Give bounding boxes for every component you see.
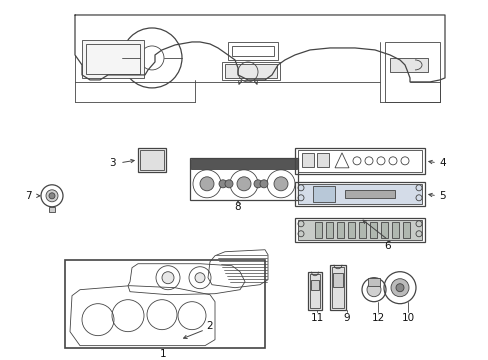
Bar [224,64,276,78]
Bar [310,280,318,290]
Text: 11: 11 [310,313,323,323]
Bar [316,153,328,167]
Text: 8: 8 [234,202,241,212]
Bar [402,222,409,238]
Bar [384,42,439,102]
Circle shape [162,272,174,284]
Bar [191,159,296,169]
Circle shape [219,180,226,188]
Bar [307,272,321,310]
Circle shape [49,193,55,199]
Bar [190,158,297,200]
Bar [369,222,376,238]
Bar [222,62,280,80]
Circle shape [237,177,250,191]
Text: 9: 9 [343,313,349,323]
Bar [138,148,165,172]
Text: 10: 10 [401,313,414,323]
Circle shape [195,273,204,283]
Bar [309,274,319,308]
Text: 5: 5 [439,191,446,201]
Bar [331,267,343,308]
Bar [325,222,332,238]
Bar [380,222,387,238]
Circle shape [366,283,380,297]
Bar [347,222,354,238]
Bar [140,150,163,170]
Bar [345,190,394,198]
Bar [294,148,424,174]
Bar [389,58,427,72]
Bar [391,222,398,238]
Bar [297,150,421,172]
Bar [227,42,278,60]
Bar [49,207,55,212]
Bar [65,260,264,348]
Circle shape [260,180,267,188]
Circle shape [224,180,232,188]
Text: 12: 12 [370,313,384,323]
Circle shape [273,177,287,191]
Circle shape [390,279,408,297]
Bar [332,273,342,287]
Bar [358,222,365,238]
Text: 6: 6 [384,241,390,251]
Bar [231,46,273,56]
Circle shape [395,284,403,292]
Bar [297,220,421,240]
Bar [367,278,379,286]
Circle shape [253,180,262,188]
Text: 1: 1 [160,348,166,359]
Bar [302,153,313,167]
Bar [86,44,140,74]
Bar [336,222,343,238]
Circle shape [46,190,58,202]
Bar [329,265,346,310]
Bar [314,222,321,238]
Bar [312,186,334,202]
Text: 3: 3 [108,158,115,168]
Text: 2: 2 [206,321,213,330]
Text: 4: 4 [439,158,446,168]
Bar [294,218,424,242]
Bar [82,40,143,78]
Bar [297,184,421,204]
Bar [294,182,424,206]
Text: 7: 7 [24,191,31,201]
Circle shape [200,177,214,191]
